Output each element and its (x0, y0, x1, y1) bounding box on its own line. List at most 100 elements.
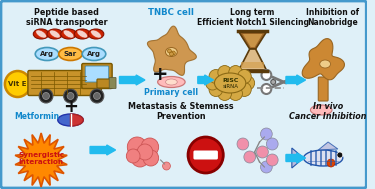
Polygon shape (292, 148, 304, 168)
Circle shape (188, 137, 223, 173)
Text: Synergistic
Interaction: Synergistic Interaction (18, 153, 64, 166)
Ellipse shape (320, 60, 330, 68)
Text: Sar: Sar (64, 51, 77, 57)
Circle shape (163, 162, 170, 170)
Ellipse shape (310, 105, 332, 115)
Circle shape (237, 70, 251, 84)
Ellipse shape (63, 30, 74, 38)
Circle shape (141, 138, 159, 156)
Circle shape (218, 66, 231, 80)
FancyArrow shape (120, 75, 145, 85)
Circle shape (171, 51, 175, 55)
Circle shape (237, 82, 251, 96)
Circle shape (337, 152, 343, 158)
FancyArrow shape (286, 75, 306, 85)
Ellipse shape (61, 29, 76, 39)
Text: +: + (63, 98, 78, 116)
Circle shape (168, 49, 171, 53)
Polygon shape (70, 114, 83, 126)
Text: +: + (152, 64, 168, 84)
Ellipse shape (47, 29, 63, 39)
Circle shape (90, 89, 104, 103)
Polygon shape (243, 34, 262, 47)
FancyArrow shape (90, 145, 116, 155)
Circle shape (128, 137, 147, 157)
Polygon shape (239, 49, 266, 70)
Ellipse shape (88, 29, 104, 39)
Text: siRNA: siRNA (222, 84, 238, 90)
Circle shape (143, 150, 159, 166)
Text: Primary cell: Primary cell (144, 88, 198, 97)
Text: Inhibition of
Nanobridge: Inhibition of Nanobridge (306, 8, 360, 27)
Ellipse shape (74, 29, 90, 39)
Circle shape (43, 92, 50, 99)
Circle shape (261, 128, 272, 140)
Circle shape (64, 89, 77, 103)
Circle shape (261, 84, 271, 94)
Ellipse shape (304, 150, 343, 166)
FancyArrow shape (286, 153, 306, 163)
Polygon shape (302, 39, 345, 80)
FancyBboxPatch shape (97, 79, 114, 88)
Circle shape (261, 161, 272, 173)
Circle shape (5, 71, 30, 97)
Circle shape (131, 149, 149, 167)
Polygon shape (241, 62, 264, 68)
Ellipse shape (82, 47, 106, 60)
FancyBboxPatch shape (318, 77, 328, 101)
Circle shape (256, 146, 268, 158)
FancyBboxPatch shape (194, 150, 218, 160)
Circle shape (218, 86, 231, 101)
Text: TNBC cell: TNBC cell (148, 8, 194, 17)
Circle shape (209, 82, 223, 96)
Ellipse shape (36, 30, 46, 38)
FancyArrow shape (198, 75, 213, 85)
Text: Long term
Efficient Notch1 Silencing: Long term Efficient Notch1 Silencing (196, 8, 309, 27)
FancyBboxPatch shape (109, 77, 116, 88)
Circle shape (327, 159, 335, 167)
Ellipse shape (77, 30, 87, 38)
Circle shape (137, 144, 153, 160)
Circle shape (170, 52, 173, 56)
Circle shape (126, 149, 140, 163)
Circle shape (261, 70, 271, 80)
Circle shape (191, 140, 220, 170)
Ellipse shape (50, 30, 60, 38)
Circle shape (271, 80, 276, 84)
Polygon shape (318, 142, 338, 150)
Text: In vivo
Cancer Inhibition: In vivo Cancer Inhibition (290, 102, 367, 121)
Circle shape (39, 89, 53, 103)
Text: Metastasis & Stemness
Prevention: Metastasis & Stemness Prevention (128, 102, 234, 121)
Circle shape (229, 66, 243, 80)
Polygon shape (239, 32, 266, 49)
Ellipse shape (165, 47, 177, 57)
Circle shape (237, 138, 249, 150)
Circle shape (93, 92, 100, 99)
FancyBboxPatch shape (85, 66, 109, 82)
Ellipse shape (91, 30, 101, 38)
Ellipse shape (58, 114, 83, 126)
FancyBboxPatch shape (1, 1, 366, 188)
Circle shape (241, 76, 255, 90)
Ellipse shape (35, 47, 59, 60)
Ellipse shape (158, 77, 185, 88)
Text: Peptide based
siRNA transporter: Peptide based siRNA transporter (26, 8, 107, 27)
Circle shape (67, 92, 74, 99)
Text: RISC: RISC (222, 78, 238, 84)
Circle shape (206, 76, 219, 90)
Text: Metformin: Metformin (15, 112, 60, 121)
Text: Vit E: Vit E (8, 81, 27, 87)
Circle shape (209, 70, 223, 84)
Circle shape (229, 86, 243, 101)
Circle shape (266, 138, 278, 150)
Ellipse shape (214, 73, 246, 93)
Text: Arg: Arg (40, 51, 54, 57)
Ellipse shape (59, 47, 82, 60)
Ellipse shape (165, 79, 177, 85)
FancyBboxPatch shape (82, 64, 112, 88)
Circle shape (244, 151, 256, 163)
FancyBboxPatch shape (28, 70, 101, 95)
Polygon shape (15, 133, 67, 187)
Circle shape (266, 154, 278, 166)
Polygon shape (147, 26, 196, 75)
